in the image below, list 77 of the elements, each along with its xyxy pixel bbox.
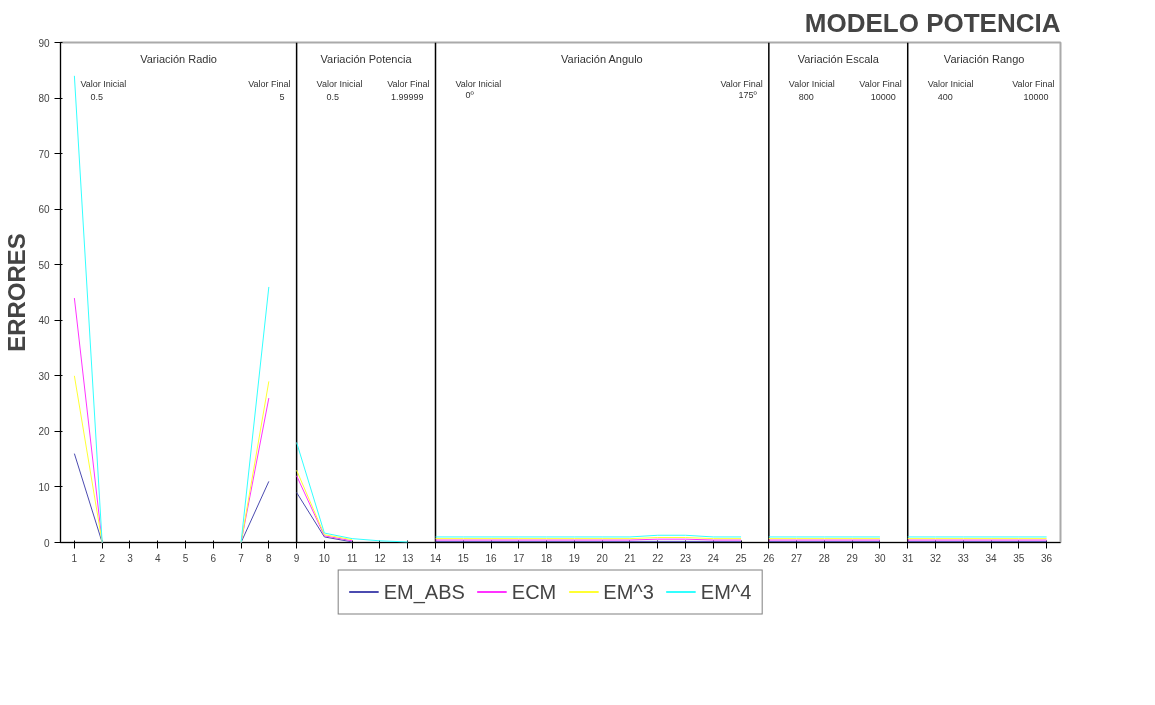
x-tick-label: 17 bbox=[513, 552, 525, 564]
annotation: Valor Inicial bbox=[316, 78, 363, 89]
x-tick-label: 34 bbox=[985, 552, 998, 564]
annotation: Variación Radio bbox=[140, 52, 217, 65]
annotation: 400 bbox=[937, 91, 953, 102]
annotation: Valor Inicial bbox=[80, 78, 127, 89]
annotation: 5 bbox=[279, 91, 285, 102]
x-tick-label: 35 bbox=[1013, 552, 1025, 564]
x-tick-label: 27 bbox=[791, 552, 803, 564]
y-tick-label: 60 bbox=[38, 204, 50, 216]
x-tick-label: 30 bbox=[874, 552, 886, 564]
x-tick-label: 18 bbox=[541, 552, 553, 564]
chart-title: MODELO POTENCIA bbox=[804, 7, 1061, 38]
x-tick-label: 36 bbox=[1041, 552, 1053, 564]
x-tick-label: 3 bbox=[127, 552, 134, 564]
annotation: 10000 bbox=[1023, 91, 1049, 102]
x-tick-label: 13 bbox=[402, 552, 414, 564]
annotation: Variación Rango bbox=[943, 52, 1025, 65]
annotation: 0.5 bbox=[90, 91, 104, 102]
annotation: 10000 bbox=[870, 91, 896, 102]
x-tick-label: 1 bbox=[71, 552, 78, 564]
annotation: Valor Inicial bbox=[788, 78, 835, 89]
y-tick-label: 90 bbox=[38, 37, 50, 49]
y-tick-label: 40 bbox=[38, 315, 50, 327]
x-tick-label: 33 bbox=[957, 552, 970, 564]
x-tick-label: 32 bbox=[929, 552, 942, 564]
annotation: Valor Inicial bbox=[927, 78, 974, 89]
legend-label: EM^4 bbox=[700, 580, 752, 603]
x-tick-label: 26 bbox=[763, 552, 775, 564]
annotation: Valor Final bbox=[1012, 78, 1055, 89]
x-tick-label: 31 bbox=[902, 552, 914, 564]
x-tick-label: 8 bbox=[266, 552, 273, 564]
x-tick-label: 24 bbox=[707, 552, 720, 564]
x-tick-label: 21 bbox=[624, 552, 636, 564]
y-tick-label: 70 bbox=[38, 148, 50, 160]
y-tick-label: 10 bbox=[38, 481, 50, 493]
annotation: Variación Potencia bbox=[320, 52, 413, 65]
annotation: 0.5 bbox=[326, 91, 340, 102]
annotation: Valor Final bbox=[720, 78, 763, 89]
x-tick-label: 7 bbox=[238, 552, 245, 564]
annotation: Valor Inicial bbox=[455, 78, 502, 89]
x-tick-label: 19 bbox=[568, 552, 581, 564]
x-tick-label: 22 bbox=[652, 552, 664, 564]
x-tick-label: 20 bbox=[596, 552, 609, 564]
x-tick-label: 29 bbox=[846, 552, 859, 564]
legend-label: EM^3 bbox=[603, 580, 654, 603]
annotation: 175º bbox=[738, 89, 758, 100]
annotation: 1.99999 bbox=[390, 91, 424, 102]
x-tick-label: 5 bbox=[182, 552, 189, 564]
x-tick-label: 4 bbox=[154, 552, 161, 564]
annotation: Valor Final bbox=[248, 78, 291, 89]
x-tick-label: 11 bbox=[346, 552, 358, 564]
x-tick-label: 2 bbox=[99, 552, 106, 564]
annotation: 0º bbox=[465, 89, 475, 100]
annotation: Variación Angulo bbox=[560, 52, 643, 65]
x-tick-label: 23 bbox=[679, 552, 692, 564]
x-tick-label: 25 bbox=[735, 552, 748, 564]
x-tick-label: 16 bbox=[485, 552, 498, 564]
x-tick-label: 15 bbox=[457, 552, 470, 564]
legend-label: EM_ABS bbox=[383, 580, 465, 603]
y-tick-label: 80 bbox=[38, 93, 50, 105]
annotation: Valor Final bbox=[859, 78, 902, 89]
y-axis-title: ERRORES bbox=[3, 233, 31, 352]
x-tick-label: 14 bbox=[429, 552, 442, 564]
annotation: Valor Final bbox=[387, 78, 430, 89]
y-tick-label: 50 bbox=[38, 259, 50, 271]
y-tick-label: 0 bbox=[43, 537, 50, 549]
y-tick-label: 30 bbox=[38, 370, 50, 382]
x-tick-label: 10 bbox=[318, 552, 331, 564]
legend-label: ECM bbox=[511, 580, 557, 603]
x-tick-label: 28 bbox=[818, 552, 831, 564]
y-tick-label: 20 bbox=[38, 426, 50, 438]
x-tick-label: 6 bbox=[210, 552, 217, 564]
annotation: Variación Escala bbox=[797, 52, 880, 65]
x-tick-label: 9 bbox=[293, 552, 300, 564]
annotation: 800 bbox=[798, 91, 814, 102]
x-tick-label: 12 bbox=[374, 552, 386, 564]
